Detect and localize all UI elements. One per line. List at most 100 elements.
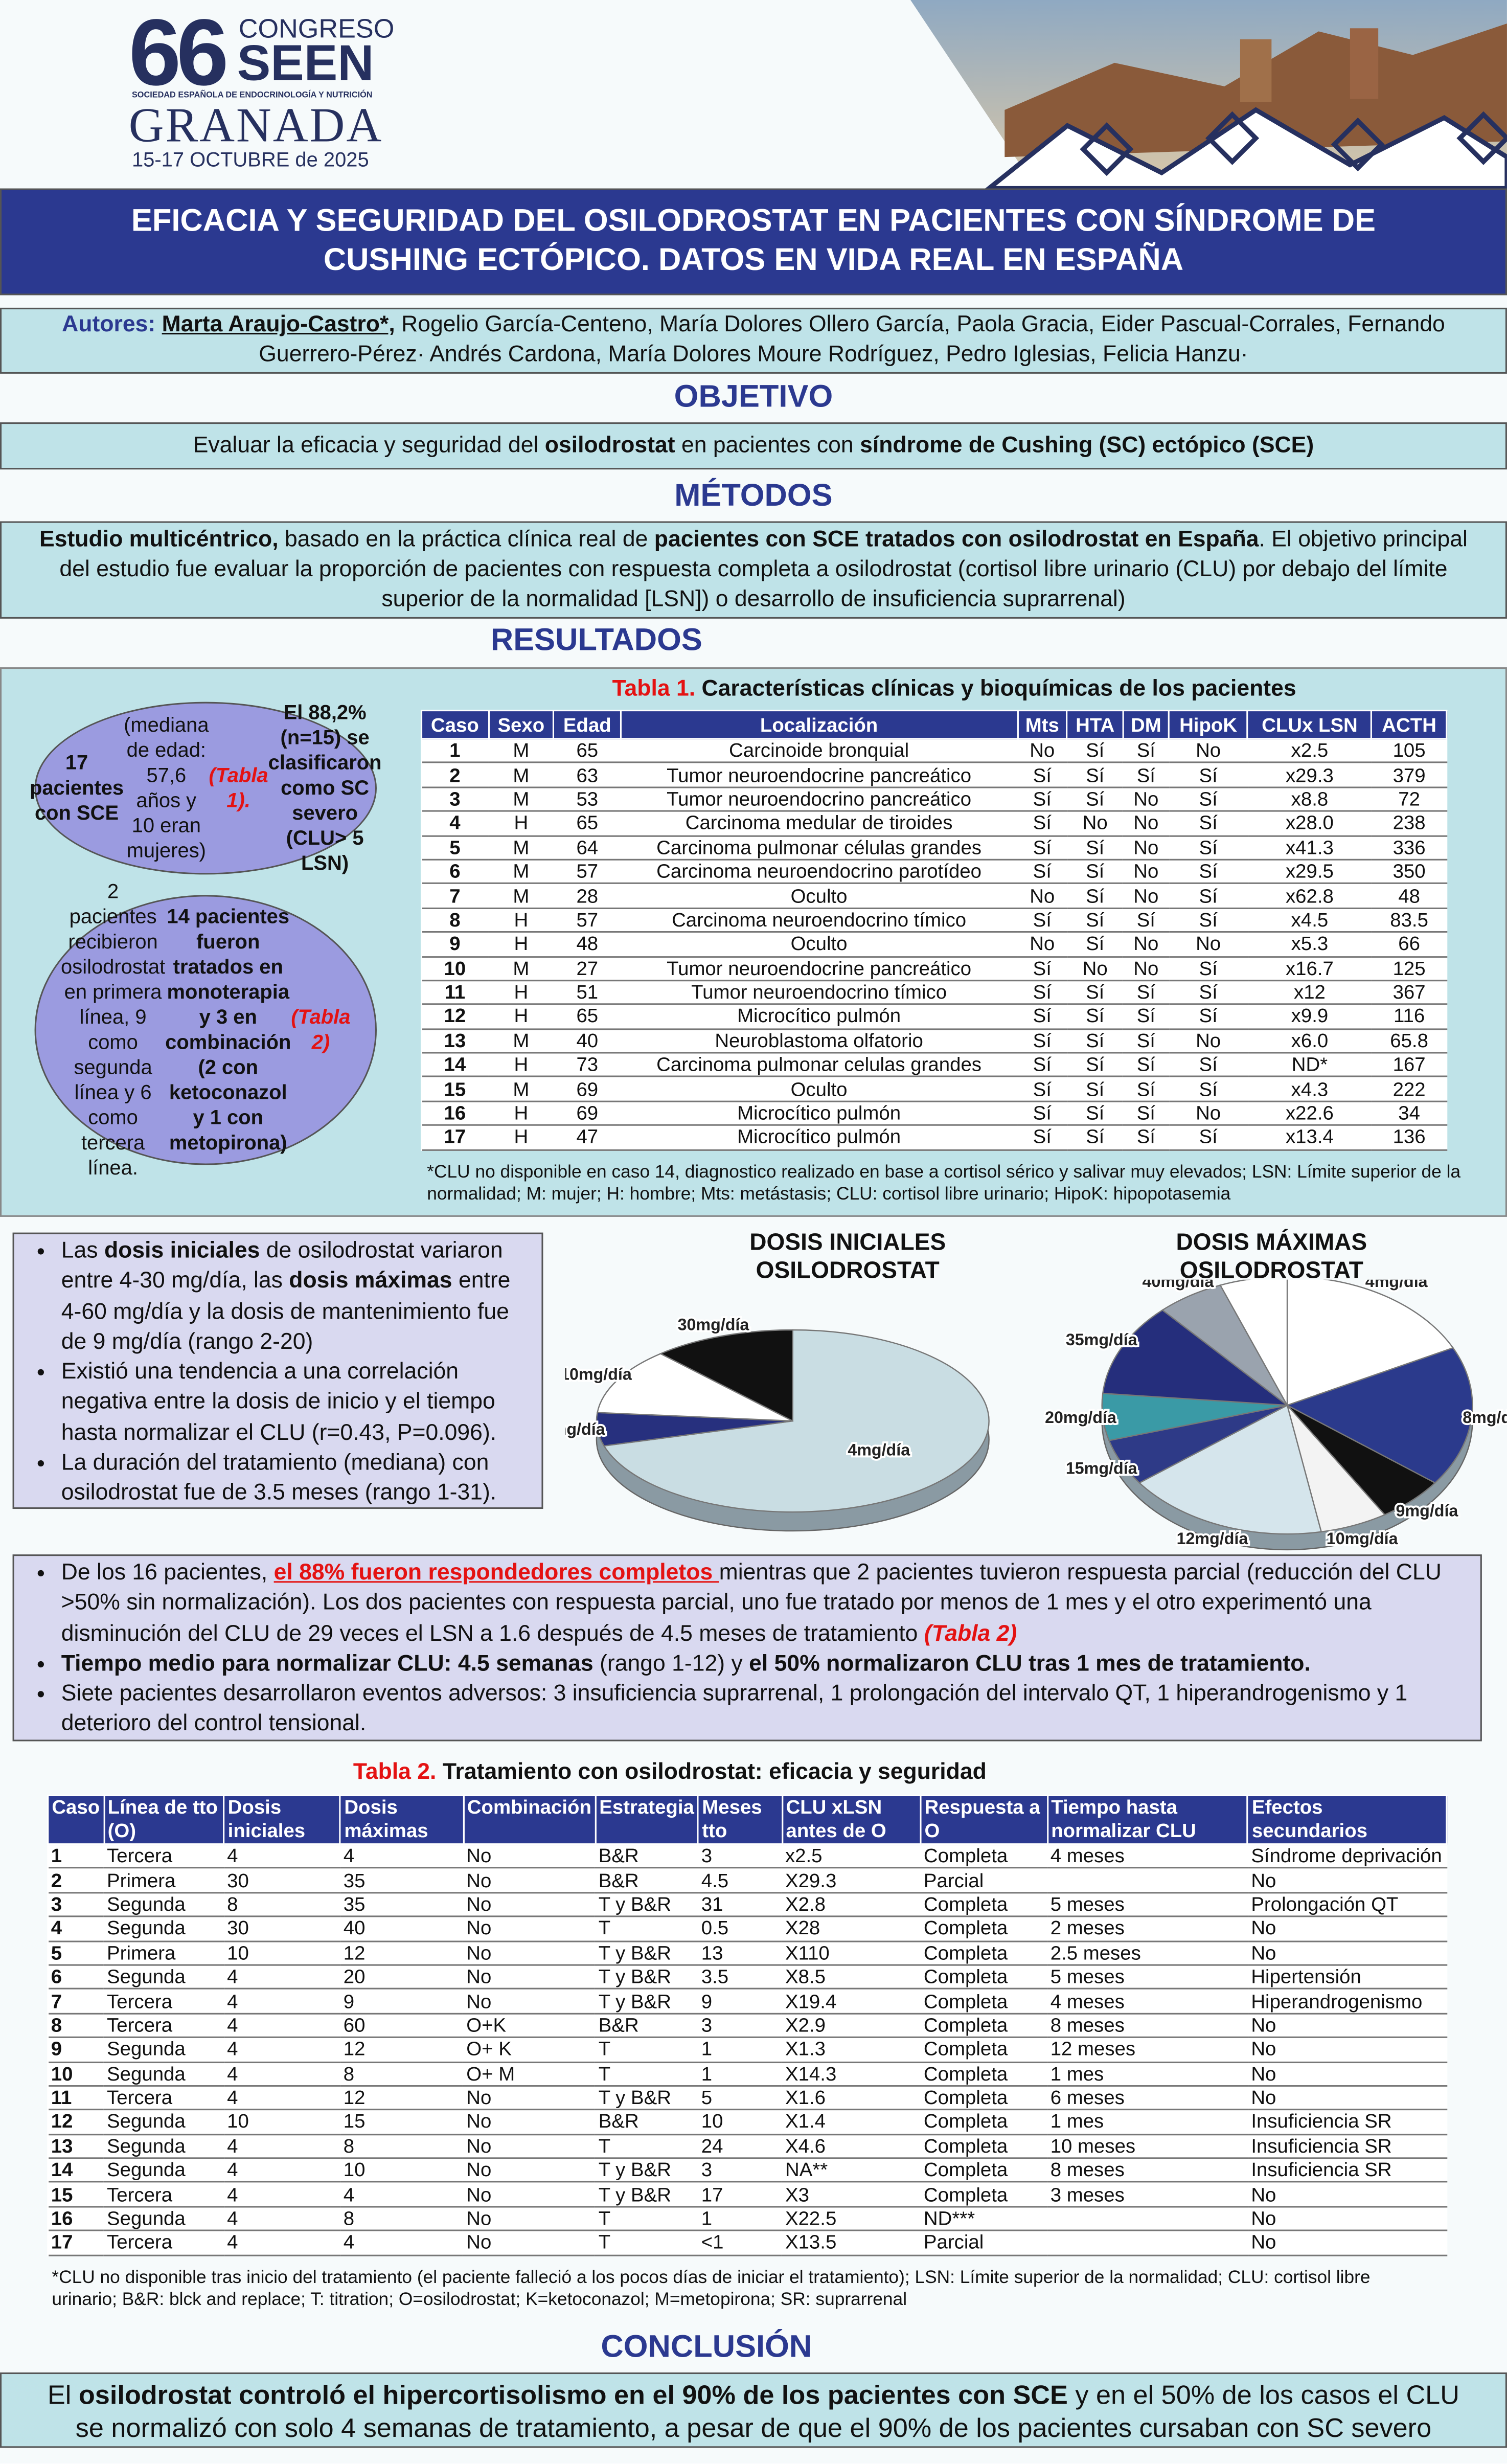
table-row: 3 Segunda 8 35 No T y B&R 31 X2.8 Completa 5 mese… bbox=[48, 1891, 1447, 1918]
table-cell: 222 bbox=[1372, 1076, 1447, 1102]
table-cell: T y B&R bbox=[595, 2181, 698, 2208]
table-cell: 35 bbox=[340, 1891, 464, 1918]
table-cell: O+K bbox=[463, 2012, 596, 2039]
table-cell: Sí bbox=[1017, 979, 1067, 1006]
table-cell: 1 mes bbox=[1047, 2109, 1248, 2135]
slice-label: 20mg/día bbox=[1045, 1408, 1117, 1427]
table-cell: Sí bbox=[1123, 979, 1169, 1006]
header-row: Caso Línea de tto (O) Dosis iniciales Dosis… bbox=[47, 1794, 1448, 1845]
table-cell: 15 bbox=[48, 2181, 104, 2208]
table-cell: 3 bbox=[421, 786, 489, 812]
conclusion-text: El osilodrostat controló el hipercortiso… bbox=[0, 2372, 1507, 2448]
header-cell: Caso bbox=[47, 1794, 105, 1845]
table-cell: 6 bbox=[48, 1964, 104, 1990]
slice-label: 40mg/día bbox=[1143, 1280, 1215, 1291]
table-cell: Sí bbox=[1169, 810, 1248, 837]
slice-label: 35mg/día bbox=[1066, 1330, 1138, 1349]
slice-label: 30mg/día bbox=[678, 1316, 750, 1334]
table-cell: No bbox=[1248, 1940, 1447, 1966]
table-cell: x16.7 bbox=[1247, 955, 1372, 982]
table-cell: Carcinoide bronquial bbox=[621, 738, 1018, 764]
text-run: pacientes con SCE tratados con osilodros… bbox=[654, 527, 1259, 553]
table-cell: Carcinoma pulmonar celulas grandes bbox=[621, 1052, 1018, 1078]
table-cell: 3 bbox=[698, 2157, 782, 2183]
header-cell: Caso bbox=[420, 710, 489, 740]
table-cell: Insuficiencia SR bbox=[1248, 2109, 1447, 2135]
table-cell: Tumor neuroendocrine pancreático bbox=[621, 955, 1018, 982]
table-cell: 4.5 bbox=[698, 1867, 782, 1893]
table-cell: Sí bbox=[1067, 1124, 1123, 1150]
table-cell: 65.8 bbox=[1372, 1028, 1447, 1054]
table-row: 11 H 51 Tumor neuroendocrino tímico Sí Sí Sí Sí… bbox=[421, 979, 1447, 1006]
table-cell: 4 bbox=[421, 810, 489, 837]
table-cell: Hiperandrogenismo bbox=[1248, 1988, 1447, 2015]
table-cell: 367 bbox=[1372, 979, 1447, 1006]
table-cell: No bbox=[463, 2230, 596, 2256]
table-cell: 57 bbox=[554, 907, 621, 933]
table-cell: Segunda bbox=[103, 1915, 224, 1942]
text-run: La duración del tratamiento (mediana) co… bbox=[61, 1451, 497, 1507]
table-cell: x4.3 bbox=[1247, 1076, 1372, 1102]
table-cell: No bbox=[1169, 1028, 1248, 1054]
text-run: 2 pacientes recibieron osilodrostat en p… bbox=[61, 879, 166, 1180]
table-cell: Parcial bbox=[920, 1867, 1047, 1893]
table-cell: 4 bbox=[223, 1843, 340, 1869]
table-row: 13 M 40 Neuroblastoma olfatorio Sí Sí Sí No x6.0… bbox=[421, 1028, 1447, 1054]
chart-title: DOSIS INICIALES OSILODROSTAT bbox=[749, 1229, 946, 1284]
header-cell: Efectos secundarios bbox=[1247, 1794, 1448, 1845]
table-cell: 12 bbox=[340, 1940, 464, 1966]
table-cell: Microcítico pulmón bbox=[621, 1100, 1018, 1126]
table-cell: Segunda bbox=[103, 1964, 224, 1990]
logo-congress: CONGRESO bbox=[238, 14, 395, 44]
table-cell: Sí bbox=[1169, 907, 1248, 933]
header-cell: Mts bbox=[1016, 710, 1068, 740]
table-cell: x12 bbox=[1247, 979, 1372, 1006]
table-cell: Completa bbox=[920, 1988, 1047, 2015]
table-cell: 336 bbox=[1372, 834, 1447, 861]
header-cell: Sexo bbox=[487, 710, 555, 740]
table-cell: No bbox=[1123, 883, 1169, 909]
pie-slice bbox=[1285, 1347, 1473, 1484]
table-cell: X3 bbox=[782, 2181, 921, 2208]
table-cell: 13 bbox=[421, 1028, 489, 1054]
table-cell: 31 bbox=[698, 1891, 782, 1918]
table-cell: X22.5 bbox=[782, 2206, 921, 2232]
table-cell: Sí bbox=[1169, 955, 1248, 982]
table-cell: M bbox=[488, 1076, 554, 1102]
table-cell: 10 bbox=[223, 2109, 340, 2135]
header-cell: Respuesta a O bbox=[920, 1794, 1048, 1845]
table-cell: x41.3 bbox=[1247, 834, 1372, 861]
table-row: 11 Tercera 4 12 No T y B&R 5 X1.6 Completa 6 mese… bbox=[48, 2085, 1447, 2111]
table-cell: No bbox=[1017, 931, 1067, 957]
table-cell: <1 bbox=[698, 2230, 782, 2256]
table-cell: B&R bbox=[595, 2109, 698, 2135]
table-cell: x28.0 bbox=[1247, 810, 1372, 837]
table-cell: Primera bbox=[103, 1940, 224, 1966]
slice-label: 9mg/día bbox=[1396, 1501, 1459, 1520]
table-cell: Insuficiencia SR bbox=[1248, 2133, 1447, 2159]
table-cell: 13 bbox=[48, 2133, 104, 2159]
table-cell: Carcinoma neuroendocrino parotídeo bbox=[621, 858, 1018, 885]
table-cell: T y B&R bbox=[595, 1940, 698, 1966]
text-run: Las bbox=[61, 1238, 104, 1264]
table-cell: 0.5 bbox=[698, 1915, 782, 1942]
table-cell: No bbox=[1248, 2012, 1447, 2039]
table-cell: 125 bbox=[1372, 955, 1447, 982]
table-cell: Sí bbox=[1169, 979, 1248, 1006]
table-cell: No bbox=[463, 1843, 596, 1869]
table-cell: 8 bbox=[421, 907, 489, 933]
table-cell: T y B&R bbox=[595, 1988, 698, 2015]
table-cell: Completa bbox=[920, 2037, 1047, 2063]
table-cell: No bbox=[1123, 858, 1169, 885]
table-cell: 379 bbox=[1372, 762, 1447, 788]
table-cell: 12 bbox=[340, 2037, 464, 2063]
table-cell: 69 bbox=[554, 1100, 621, 1126]
header-cell: Dosis máximas bbox=[339, 1794, 464, 1845]
pie-slice bbox=[1101, 1392, 1288, 1441]
table-row: 12 H 65 Microcítico pulmón Sí Sí Sí Sí x9.9 116 bbox=[421, 1004, 1447, 1030]
header-cell: Edad bbox=[553, 710, 622, 740]
table-cell: T y B&R bbox=[595, 2085, 698, 2111]
table-cell: X28 bbox=[782, 1915, 921, 1942]
table-row: 10 M 27 Tumor neuroendocrine pancreático Sí N… bbox=[421, 955, 1447, 982]
